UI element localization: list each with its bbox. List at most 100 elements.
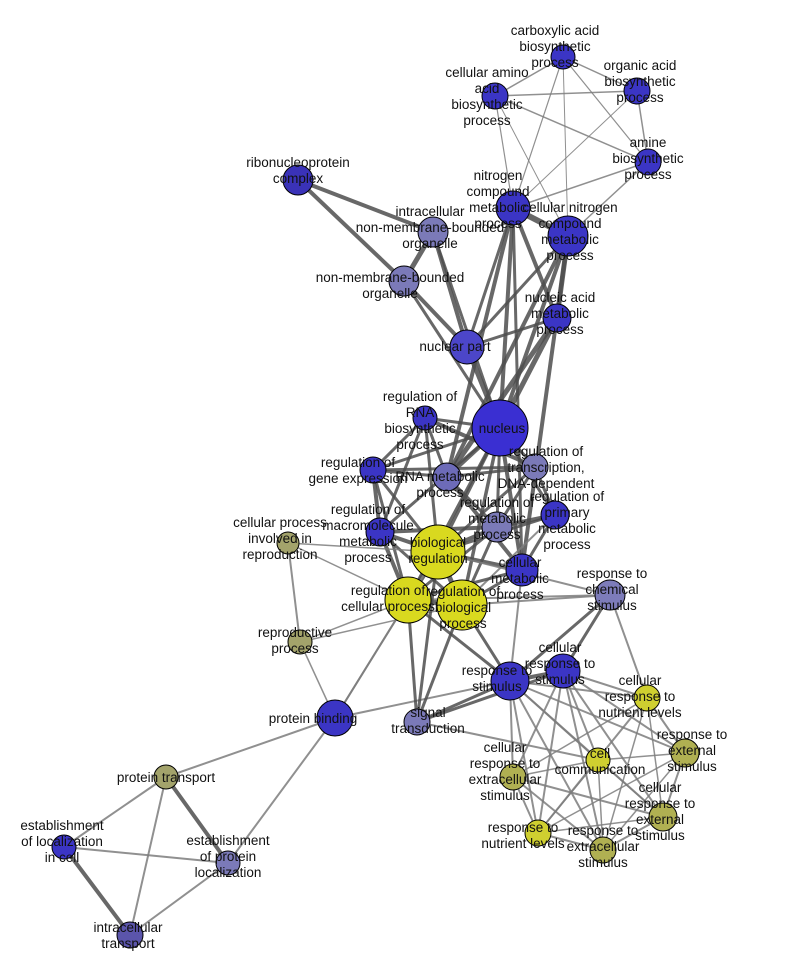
edge-cellular-nitrogen-compound-metabolic-process--cellular-metabolic-process [520,234,570,572]
node-regulation-of-rna-biosynthetic-process[interactable] [412,405,438,431]
node-cellular-response-to-extracellular-stimulus[interactable] [499,763,527,791]
label-regulation-of-cellular-process: regulation of cellular process [341,583,435,614]
label-rna-metabolic-process: RNA metabolic process [395,469,485,500]
edge-cell-communication--response-to-nutrient-levels [537,759,599,834]
edge-regulation-of-rna-biosynthetic-process--regulation-of-macromolecule-metabolic-process [378,416,427,534]
node-nuclear-part[interactable] [449,329,485,365]
node-cellular-nitrogen-compound-metabolic-process[interactable] [547,215,589,257]
edge-cellular-response-to-stimulus--cellular-response-to-extracellular-stimulus [512,670,564,778]
node-regulation-of-metabolic-process[interactable] [481,511,513,543]
node-reproductive-process[interactable] [287,629,313,655]
node-nucleus[interactable] [471,399,529,457]
edge-rna-metabolic-process--regulation-of-transcription-dna-dependent [445,465,537,479]
label-protein-transport: protein transport [117,770,216,785]
node-non-membrane-bounded-organelle[interactable] [388,265,420,297]
node-nucleic-acid-metabolic-process[interactable] [542,303,572,333]
edge-establishment-of-protein-localization--intracellular-transport [129,862,229,936]
node-response-to-stimulus[interactable] [490,661,530,701]
node-cellular-amino-acid-biosynthetic-process[interactable] [481,82,509,110]
node-establishment-of-protein-localization[interactable] [215,850,241,876]
edge-establishment-of-localization-in-cell--establishment-of-protein-localization [63,846,229,864]
label-non-membrane-bounded-organelle: non-membrane-bounded organelle [316,270,465,301]
edge-response-to-stimulus--cellular-response-to-nutrient-levels [509,680,648,699]
node-response-to-chemical-stimulus[interactable] [594,579,626,611]
label-cellular-response-to-external-stimulus: cellular response to external stimulus [625,780,696,843]
label-establishment-of-protein-localization: establishment of protein localization [186,833,270,880]
label-response-to-stimulus: response to stimulus [462,663,533,694]
edge-protein-transport--establishment-of-protein-localization [164,775,230,865]
label-nucleus: nucleus [479,421,526,436]
edge-nitrogen-compound-metabolic-process--cellular-metabolic-process [511,206,524,572]
label-cellular-response-to-extracellular-stimulus: cellular response to extracellular stimulus [469,740,542,803]
node-response-to-nutrient-levels[interactable] [524,819,552,847]
node-intracellular-transport[interactable] [116,921,144,949]
edge-cellular-response-to-nutrient-levels--response-to-extracellular-stimulus [602,697,648,851]
edge-signal-transduction--cell-communication [416,721,599,761]
edge-reproductive-process--regulation-of-biological-process [299,604,463,643]
edge-cellular-amino-acid-biosynthetic-process--cellular-nitrogen-compound-metabolic-process [494,95,569,237]
node-regulation-of-gene-expression[interactable] [359,456,387,484]
node-response-to-extracellular-stimulus[interactable] [589,836,617,864]
label-regulation-of-primary-metabolic-process: regulation of primary metabolic process [530,489,605,552]
label-regulation-of-rna-biosynthetic-process: regulation of RNA biosynthetic process [383,389,458,452]
edge-cellular-response-to-extracellular-stimulus--response-to-extracellular-stimulus [512,776,604,851]
edge-cellular-response-to-nutrient-levels--cellular-response-to-extracellular-stimulus [512,697,648,778]
node-rna-metabolic-process[interactable] [432,462,462,492]
node-regulation-of-cellular-process[interactable] [384,576,432,624]
node-carboxylic-acid-biosynthetic-process[interactable] [550,44,576,70]
edge-amine-biosynthetic-process--nitrogen-compound-metabolic-process [512,161,649,209]
label-signal-transduction: signal transduction [391,705,465,736]
node-cellular-response-to-external-stimulus[interactable] [648,802,678,832]
node-regulation-of-macromolecule-metabolic-process[interactable] [365,517,395,547]
edge-carboxylic-acid-biosynthetic-process--amine-biosynthetic-process [562,56,649,163]
node-cellular-response-to-nutrient-levels[interactable] [633,684,661,712]
node-biological-regulation[interactable] [410,524,466,580]
edge-response-to-external-stimulus--cell-communication [597,752,686,761]
node-cell-communication[interactable] [585,747,611,773]
node-cellular-metabolic-process[interactable] [505,553,539,587]
edge-cellular-process-involved-in-reproduction--reproductive-process [287,542,301,643]
label-layer: carboxylic acid biosynthetic processcellul… [20,23,727,951]
edge-establishment-of-localization-in-cell--intracellular-transport [62,845,132,937]
label-intracellular-non-membrane-bounded-organelle: intracellular non-membrane-bounded organel… [356,204,505,251]
label-regulation-of-gene-expression: regulation of gene expression [308,455,407,486]
label-organic-acid-biosynthetic-process: organic acid biosynthetic process [604,58,677,105]
node-intracellular-non-membrane-bounded-organelle[interactable] [417,216,449,248]
node-ribonucleoprotein-complex[interactable] [282,164,314,196]
node-regulation-of-biological-process[interactable] [436,579,488,631]
node-protein-transport[interactable] [153,764,179,790]
label-response-to-external-stimulus: response to external stimulus [657,727,728,774]
edge-establishment-of-protein-localization--protein-binding [227,717,336,864]
node-cellular-response-to-stimulus[interactable] [545,653,581,689]
label-regulation-of-metabolic-process: regulation of metabolic process [460,495,535,542]
edge-cellular-response-to-stimulus--signal-transduction [415,669,565,724]
edge-cellular-response-to-stimulus--response-to-nutrient-levels [537,670,564,834]
edge-protein-transport--protein-binding [165,717,336,778]
edge-response-to-stimulus--response-to-external-stimulus [509,680,686,754]
node-protein-binding[interactable] [316,699,354,737]
label-cellular-response-to-nutrient-levels: cellular response to nutrient levels [598,673,682,720]
node-regulation-of-primary-metabolic-process[interactable] [540,500,570,530]
label-nuclear-part: nuclear part [419,339,491,354]
edge-carboxylic-acid-biosynthetic-process--organic-acid-biosynthetic-process [562,56,638,92]
edge-biological-regulation--protein-binding [334,551,439,719]
node-signal-transduction[interactable] [403,708,431,736]
node-nitrogen-compound-metabolic-process[interactable] [495,190,531,226]
edge-cellular-response-to-stimulus--response-to-extracellular-stimulus [562,670,604,851]
edge-cellular-amino-acid-biosynthetic-process--organic-acid-biosynthetic-process [494,90,638,97]
edge-cell-communication--response-to-extracellular-stimulus [597,759,604,851]
label-protein-binding: protein binding [269,711,358,726]
node-establishment-of-localization-in-cell[interactable] [51,834,77,860]
label-establishment-of-localization-in-cell: establishment of localization in cell [20,818,104,865]
edge-cellular-response-to-stimulus--cellular-response-to-external-stimulus [562,670,664,818]
node-response-to-external-stimulus[interactable] [670,738,700,768]
node-cellular-process-involved-in-reproduction[interactable] [276,531,300,555]
label-regulation-of-transcription-dna-dependent: regulation of transcription, DNA-dependent [498,444,595,491]
edge-carboxylic-acid-biosynthetic-process--cellular-nitrogen-compound-metabolic-process [562,56,569,237]
node-amine-biosynthetic-process[interactable] [634,148,662,176]
node-organic-acid-biosynthetic-process[interactable] [623,77,651,105]
edge-cell-communication--cellular-response-to-extracellular-stimulus [512,759,599,778]
label-response-to-extracellular-stimulus: response to extracellular stimulus [567,823,640,870]
node-regulation-of-transcription-dna-dependent[interactable] [521,453,549,481]
